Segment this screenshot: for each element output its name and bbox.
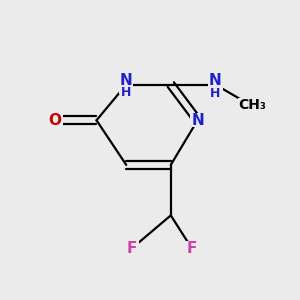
Text: N: N bbox=[120, 73, 133, 88]
Text: F: F bbox=[127, 241, 137, 256]
Text: H: H bbox=[210, 87, 220, 100]
FancyBboxPatch shape bbox=[119, 75, 134, 94]
FancyBboxPatch shape bbox=[190, 113, 205, 127]
FancyBboxPatch shape bbox=[238, 98, 264, 112]
Text: N: N bbox=[209, 73, 222, 88]
FancyBboxPatch shape bbox=[184, 242, 199, 255]
Text: N: N bbox=[191, 113, 204, 128]
FancyBboxPatch shape bbox=[208, 74, 223, 95]
Text: CH₃: CH₃ bbox=[238, 98, 266, 112]
Text: H: H bbox=[121, 86, 131, 99]
Text: O: O bbox=[48, 113, 62, 128]
FancyBboxPatch shape bbox=[47, 113, 63, 127]
FancyBboxPatch shape bbox=[125, 242, 139, 255]
Text: F: F bbox=[186, 241, 197, 256]
